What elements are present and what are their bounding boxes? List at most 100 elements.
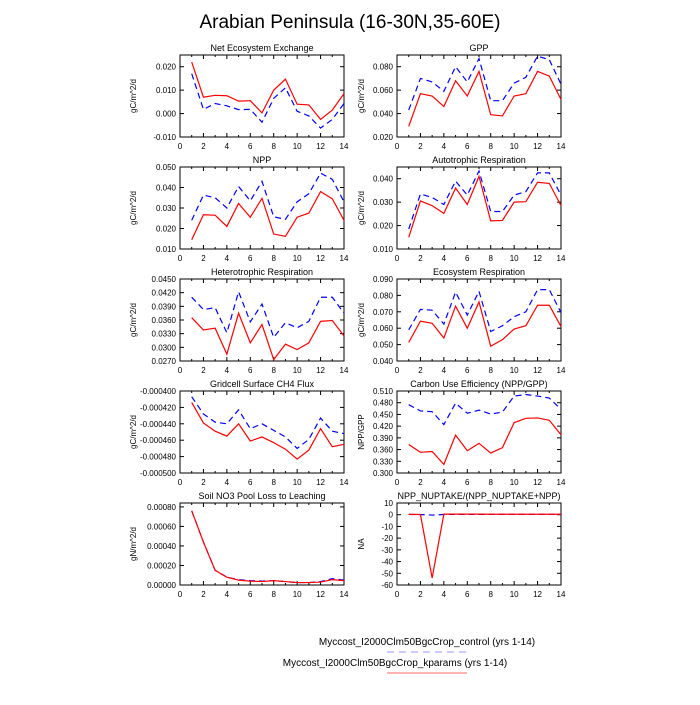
y-tick-label: 0.390 (373, 434, 394, 443)
x-tick-label: 4 (225, 590, 230, 599)
plot-frame (179, 54, 345, 138)
y-tick-label: 0.00060 (147, 522, 176, 531)
series-line-kparams (191, 61, 345, 121)
y-axis-label: gC/m^2/d (129, 191, 138, 225)
x-tick-label: 14 (340, 366, 349, 375)
x-tick-label: 8 (488, 254, 493, 263)
x-tick-label: 10 (510, 366, 519, 375)
x-tick-label: 8 (271, 590, 276, 599)
x-tick-label: 2 (418, 478, 423, 487)
panel-title: Gridcell Surface CH4 Flux (210, 379, 315, 389)
x-tick-label: 12 (316, 590, 325, 599)
y-tick-label: 0.0300 (152, 343, 177, 352)
plot-frame (396, 166, 562, 250)
y-tick-label: 0.040 (373, 357, 394, 366)
y-tick-label: 0.00040 (147, 542, 176, 551)
y-tick-label: 0.040 (373, 175, 394, 184)
x-tick-label: 14 (340, 254, 349, 263)
x-tick-label: 10 (293, 142, 302, 151)
y-tick-label: 10 (384, 499, 393, 508)
series-line-control (191, 73, 345, 129)
y-axis-label: gC/m^2/d (129, 303, 138, 337)
x-tick-label: 10 (293, 254, 302, 263)
y-axis-label: NA (357, 538, 366, 550)
x-tick-label: 4 (442, 366, 447, 375)
panel-title: Soil NO3 Pool Loss to Leaching (198, 491, 325, 501)
y-tick-label: 0.010 (156, 86, 177, 95)
y-tick-label: 0.050 (156, 163, 177, 172)
x-tick-label: 12 (316, 142, 325, 151)
x-tick-label: 10 (293, 590, 302, 599)
x-tick-label: 8 (488, 590, 493, 599)
y-tick-label: 0.0450 (152, 275, 177, 284)
x-tick-label: 14 (557, 590, 566, 599)
y-tick-label: 0.010 (156, 245, 177, 254)
x-tick-label: 6 (465, 142, 470, 151)
panel-title: NPP_NUPTAKE/(NPP_NUPTAKE+NPP) (398, 491, 561, 501)
series-line-kparams (191, 402, 345, 460)
y-tick-label: -20 (381, 534, 393, 543)
x-tick-label: 6 (248, 142, 253, 151)
x-tick-label: 10 (510, 142, 519, 151)
series-line-kparams (408, 417, 562, 466)
legend: Myccost_I2000Clm50BgcCrop_control (yrs 1… (283, 637, 535, 674)
plot-frame (396, 54, 562, 138)
panel-carbon-use-efficiency-npp-gpp-: Carbon Use Efficiency (NPP/GPP) 0 2 4 6 8 10 12… (357, 379, 566, 487)
x-tick-label: 6 (248, 254, 253, 263)
panel-npp-nuptake-npp-nuptake-npp-: NPP_NUPTAKE/(NPP_NUPTAKE+NPP) 0 2 4 6 8 10 12 14… (357, 491, 566, 599)
y-tick-label: 0.020 (156, 63, 177, 72)
y-tick-label: -0.010 (153, 133, 176, 142)
x-tick-label: 0 (395, 590, 400, 599)
panel-npp: NPP 0 2 4 6 8 10 12 14 0.050 0.040 0.030 0.020 0.010 g… (129, 155, 349, 263)
panel-heterotrophic-respiration: Heterotrophic Respiration 0 2 4 6 8 10 12 14 0.04… (129, 267, 349, 375)
x-tick-label: 2 (418, 254, 423, 263)
panel-ecosystem-respiration: Ecosystem Respiration 0 2 4 6 8 10 12 14 0.090 0.0… (357, 267, 566, 375)
x-tick-label: 10 (510, 590, 519, 599)
x-tick-label: 14 (557, 478, 566, 487)
x-tick-label: 12 (533, 142, 542, 151)
y-tick-label: 0.00080 (147, 503, 176, 512)
panel-title: Heterotrophic Respiration (211, 267, 313, 277)
series-line-control (191, 510, 345, 584)
x-tick-label: 2 (201, 142, 206, 151)
y-axis-label: gC/m^2/d (357, 191, 366, 225)
x-tick-label: 14 (340, 478, 349, 487)
y-axis-label: gC/m^2/d (357, 303, 366, 337)
y-tick-label: 0.010 (373, 245, 394, 254)
panel-title: GPP (469, 43, 488, 53)
x-tick-label: 6 (248, 590, 253, 599)
x-tick-label: 8 (271, 478, 276, 487)
y-tick-label: 0.00020 (147, 561, 176, 570)
y-axis-label: NPP/GPP (357, 414, 366, 450)
x-tick-label: 2 (201, 366, 206, 375)
x-tick-label: 0 (178, 366, 183, 375)
x-tick-label: 8 (488, 366, 493, 375)
y-tick-label: 0.020 (373, 133, 394, 142)
x-tick-label: 2 (201, 254, 206, 263)
series-line-control (408, 169, 562, 230)
x-tick-label: 12 (316, 254, 325, 263)
y-tick-label: -0.000500 (140, 469, 177, 478)
plot-frame (179, 278, 345, 362)
x-tick-label: 4 (225, 478, 230, 487)
y-tick-label: 0.450 (373, 410, 394, 419)
x-tick-label: 4 (225, 142, 230, 151)
x-tick-label: 2 (201, 590, 206, 599)
plot-frame (396, 502, 562, 586)
x-tick-label: 0 (395, 254, 400, 263)
x-tick-label: 8 (271, 366, 276, 375)
panel-gpp: GPP 0 2 4 6 8 10 12 14 0.080 0.060 0.040 0.020 gC/m^2… (357, 43, 566, 151)
series-line-control (408, 289, 562, 333)
y-tick-label: 0.020 (373, 222, 394, 231)
x-tick-label: 6 (465, 366, 470, 375)
x-tick-label: 14 (557, 366, 566, 375)
y-tick-label: 0.070 (373, 308, 394, 317)
legend-label-control: Myccost_I2000Clm50BgcCrop_control (yrs 1… (319, 637, 535, 648)
panel-title: NPP (253, 155, 272, 165)
y-tick-label: -30 (381, 546, 393, 555)
x-tick-label: 4 (442, 254, 447, 263)
x-tick-label: 14 (340, 142, 349, 151)
plot-frame (396, 390, 562, 474)
legend-label-kparams: Myccost_I2000Clm50BgcCrop_kparams (yrs 1… (283, 658, 508, 669)
